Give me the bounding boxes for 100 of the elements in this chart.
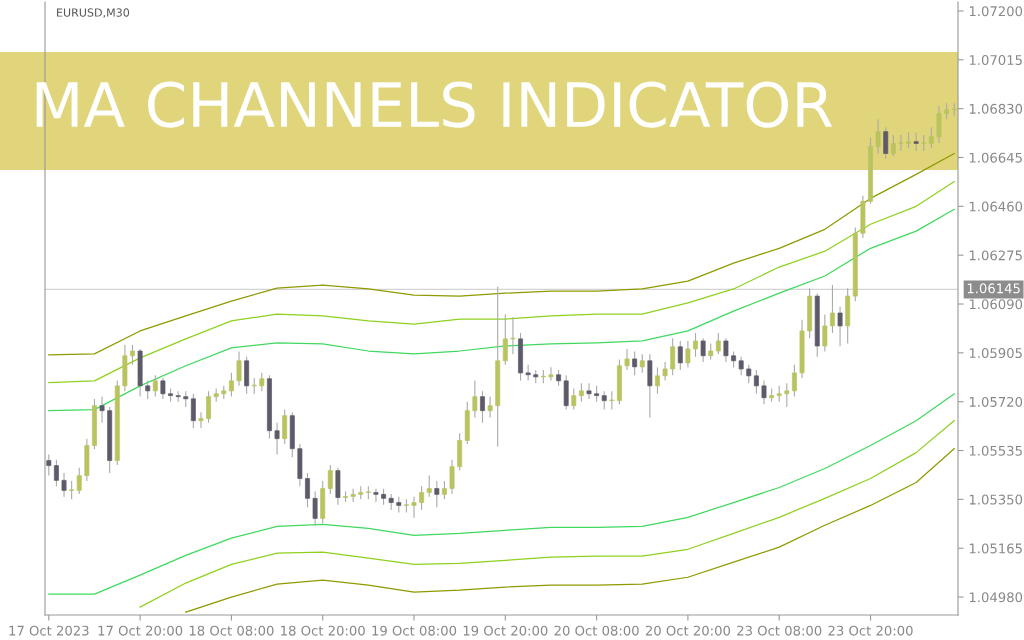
- candlestick: [655, 366, 660, 395]
- candlestick: [883, 126, 889, 160]
- y-tick-label: 1.06275: [969, 250, 1022, 261]
- candlestick: [76, 467, 82, 495]
- candlestick: [305, 472, 310, 508]
- candlestick: [206, 390, 212, 424]
- candlestick: [46, 453, 52, 477]
- candlestick: [791, 364, 797, 397]
- candlestick: [53, 459, 59, 487]
- candlestick: [373, 488, 379, 503]
- line-series: [185, 448, 955, 613]
- candlestick: [784, 382, 790, 408]
- candlestick: [259, 372, 265, 392]
- candlestick: [890, 134, 896, 157]
- candlestick: [274, 422, 280, 456]
- candlestick: [601, 390, 607, 411]
- line-series: [48, 152, 955, 356]
- chart-subtitle: EURUSD,M30: [57, 8, 130, 18]
- candlestick: [723, 337, 729, 363]
- candlestick: [190, 393, 196, 429]
- candlestick: [898, 134, 904, 152]
- candlestick: [350, 488, 356, 503]
- x-tick-label: 18 Oct 08:00: [189, 625, 274, 636]
- candlestick: [837, 306, 843, 347]
- candlestick: [700, 337, 706, 363]
- y-tick-label: 1.04980: [969, 592, 1023, 603]
- candlestick: [472, 380, 478, 419]
- candlestick: [670, 337, 676, 376]
- candlestick: [677, 340, 683, 371]
- candlestick: [685, 340, 691, 368]
- y-tick-label: 1.07015: [969, 55, 1022, 66]
- candlestick: [822, 314, 828, 353]
- x-tick-label: 18 Oct 20:00: [281, 625, 365, 636]
- candlestick: [442, 480, 447, 500]
- y-tick-label: 1.06830: [969, 103, 1023, 114]
- y-tick-label: 1.05720: [969, 396, 1023, 407]
- candlestick: [624, 348, 630, 371]
- candlestick: [830, 284, 835, 334]
- candlestick: [160, 377, 166, 400]
- candlestick: [715, 332, 721, 355]
- candlestick: [693, 332, 698, 358]
- candlestick: [228, 372, 234, 397]
- ref-line-label: 1.06145: [967, 283, 1020, 294]
- x-tick-label: 20 Oct 08:00: [554, 625, 639, 636]
- y-tick-label: 1.05905: [969, 348, 1022, 359]
- candlestick: [487, 395, 493, 419]
- candlestick: [875, 118, 881, 155]
- candlestick: [145, 380, 151, 400]
- x-tick-label: 23 Oct 08:00: [737, 625, 822, 636]
- candlestick: [936, 105, 942, 144]
- line-series: [48, 180, 955, 384]
- line-series: [48, 208, 955, 412]
- candlestick: [571, 387, 577, 411]
- candlestick: [578, 382, 584, 403]
- candlestick: [69, 480, 75, 500]
- y-tick-label: 1.05350: [969, 494, 1023, 505]
- y-tick-label: 1.06645: [969, 152, 1022, 163]
- candlestick: [419, 485, 425, 511]
- candlestick: [525, 364, 531, 382]
- candlestick: [175, 390, 181, 403]
- candlestick: [449, 459, 455, 495]
- candlestick: [928, 126, 934, 149]
- y-tick-label: 1.06090: [969, 299, 1023, 310]
- x-tick-label: 23 Oct 20:00: [828, 625, 913, 636]
- candlestick: [312, 490, 318, 527]
- candlestick: [152, 374, 158, 397]
- candlestick: [198, 411, 204, 429]
- candlestick: [662, 361, 668, 382]
- candlestick: [411, 496, 417, 519]
- y-tick-label: 1.06460: [969, 201, 1023, 212]
- text: MA CHANNELS INDICATOR: [36, 81, 833, 128]
- x-tick-label: 17 Oct 20:00: [98, 625, 183, 636]
- candlestick: [99, 395, 105, 424]
- y-tick-label: 1.05165: [969, 543, 1022, 554]
- line-series: [139, 420, 955, 608]
- candlestick: [609, 390, 615, 411]
- line-series: [48, 393, 955, 595]
- x-tick-label: 17 Oct 2023: [9, 625, 89, 636]
- candlestick: [236, 350, 242, 387]
- x-tick-label: 20 Oct 20:00: [645, 625, 731, 636]
- y-tick-label: 1.07200: [969, 6, 1023, 17]
- candlestick: [586, 382, 592, 400]
- candlestick: [761, 380, 767, 405]
- candlestick: [434, 480, 440, 508]
- candlestick: [426, 475, 432, 498]
- x-tick-label: 19 Oct 20:00: [463, 625, 548, 636]
- candlestick: [632, 350, 638, 376]
- y-tick-label: 1.05535: [969, 445, 1022, 456]
- candlestick: [480, 390, 485, 424]
- candlestick: [746, 364, 752, 384]
- candlestick: [327, 464, 333, 495]
- candlestick: [738, 356, 744, 376]
- candlestick: [61, 472, 67, 498]
- candlestick: [502, 314, 508, 366]
- candlestick: [130, 344, 135, 366]
- candlestick: [753, 369, 759, 395]
- candlestick: [639, 353, 645, 374]
- x-tick-label: 19 Oct 08:00: [372, 625, 457, 636]
- candlestick: [282, 409, 288, 445]
- candlestick: [913, 131, 919, 152]
